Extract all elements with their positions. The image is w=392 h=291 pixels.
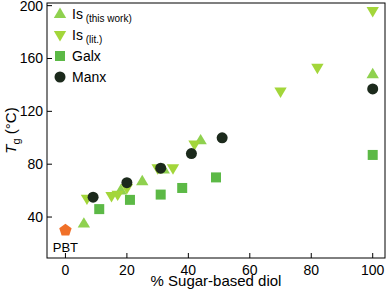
x-tick <box>372 253 373 258</box>
chart: 0204060801004080120160200% Sugar-based d… <box>0 0 392 291</box>
y-tick-label: 200 <box>20 0 44 14</box>
legend-marker <box>55 72 66 83</box>
point <box>156 190 166 200</box>
y-tick-label: 160 <box>20 50 44 66</box>
plot-frame <box>47 3 385 258</box>
legend-marker <box>54 8 66 18</box>
y-tick <box>47 217 52 218</box>
point <box>125 195 135 205</box>
point <box>136 175 148 185</box>
point <box>88 192 99 203</box>
x-tick <box>188 253 189 258</box>
point <box>274 88 286 98</box>
legend-label: Is (lit.) <box>72 27 102 45</box>
y-tick <box>47 164 52 165</box>
y-tick <box>47 111 52 112</box>
y-tick-label: 40 <box>27 209 43 225</box>
y-tick <box>47 58 52 59</box>
point <box>186 148 197 159</box>
y-axis-label: Tg (°C) <box>2 107 22 153</box>
legend-main: Is <box>72 6 83 22</box>
x-tick-label: 0 <box>62 262 70 278</box>
x-tick-label: 100 <box>361 262 385 278</box>
point <box>78 217 90 227</box>
point <box>368 150 378 160</box>
legend-main: Is <box>72 27 83 43</box>
point <box>167 164 179 174</box>
x-tick-label: 20 <box>119 262 135 278</box>
x-tick <box>311 253 312 258</box>
legend-note: (lit.) <box>83 34 102 45</box>
point <box>111 191 123 201</box>
point <box>367 83 378 94</box>
x-axis-label: % Sugar-based diol <box>151 272 282 289</box>
legend-marker <box>54 31 66 41</box>
y-tick-label: 80 <box>27 156 43 172</box>
y-label-rest: (°C) <box>2 107 19 138</box>
legend-label: Manx <box>72 69 106 85</box>
points <box>59 7 379 235</box>
point <box>211 172 221 182</box>
x-tick <box>126 253 127 258</box>
point <box>94 204 104 214</box>
point <box>217 132 228 143</box>
legend-marker <box>55 51 65 61</box>
point <box>311 64 323 74</box>
point <box>121 177 132 188</box>
y-tick-label: 120 <box>20 103 44 119</box>
legend-note: (this work) <box>83 13 132 24</box>
y-tick <box>47 5 52 6</box>
point-label: PBT <box>53 240 78 255</box>
legend-label: Is (this work) <box>72 6 132 24</box>
legend-label: Galx <box>72 48 101 64</box>
x-tick-label: 80 <box>303 262 319 278</box>
point <box>177 183 187 193</box>
point <box>59 224 71 236</box>
point <box>367 7 379 17</box>
point <box>367 68 379 78</box>
x-tick <box>249 253 250 258</box>
point <box>155 163 166 174</box>
